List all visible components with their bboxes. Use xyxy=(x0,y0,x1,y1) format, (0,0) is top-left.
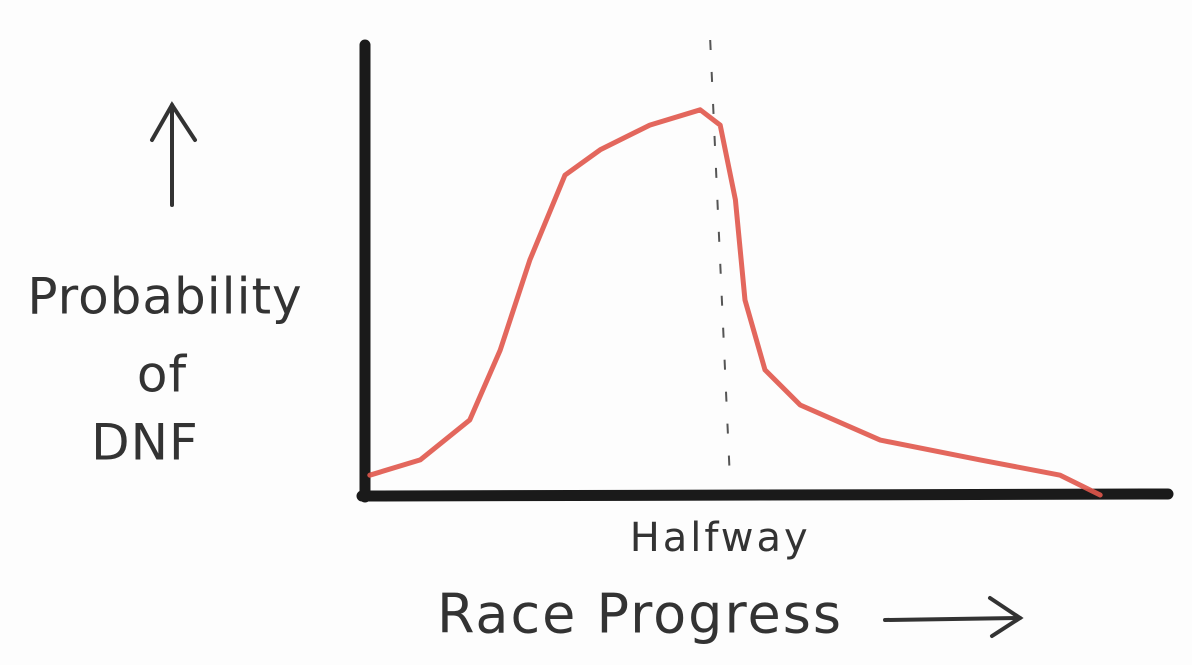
curve xyxy=(367,107,1103,498)
x-axis xyxy=(356,488,1174,502)
y-label: DNF xyxy=(91,414,199,472)
y-label: Probability xyxy=(27,268,302,326)
x-label: Race Progress xyxy=(437,583,843,646)
annotation-line xyxy=(709,39,732,486)
right-arrow xyxy=(883,596,1024,638)
annotation-label: Halfway xyxy=(630,515,811,561)
y-label: of xyxy=(137,346,188,404)
up-arrow xyxy=(150,101,197,207)
